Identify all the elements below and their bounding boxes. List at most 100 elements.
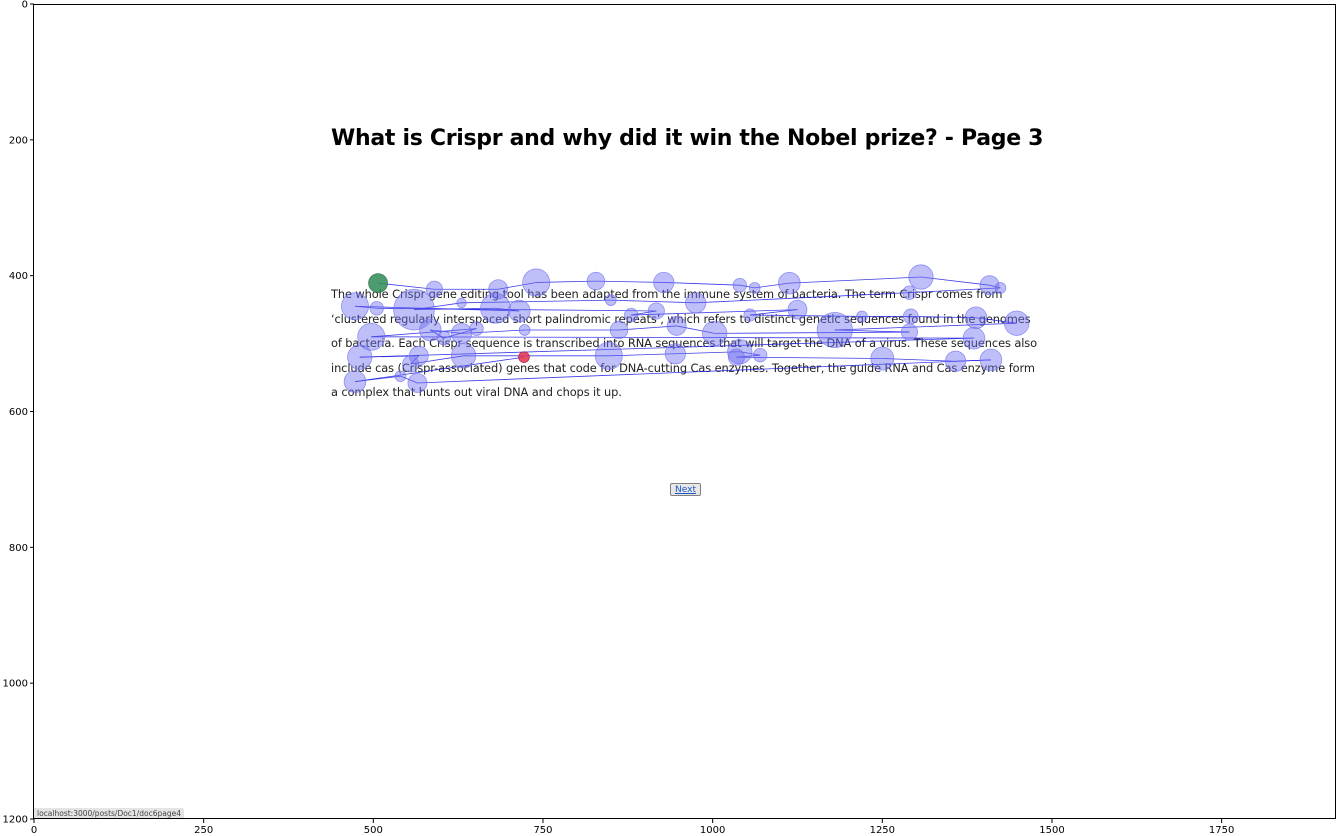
fixation-point	[518, 324, 531, 336]
x-tick-label: 1000	[700, 825, 725, 836]
scanpath-segment	[354, 356, 525, 383]
scanpath-segment	[882, 358, 956, 362]
page-body-text: The whole Crispr gene editing tool has b…	[331, 287, 1037, 399]
fixation-point	[488, 279, 509, 300]
y-tick-label: 0	[22, 0, 28, 11]
fixation-point	[778, 271, 801, 295]
scanpath-segment	[376, 307, 657, 312]
status-bar-url: localhost:3000/posts/Doc1/doc6page4	[34, 808, 184, 819]
fixation-point	[507, 299, 531, 323]
scanpath-segment	[834, 329, 910, 333]
fixation-point	[456, 297, 467, 308]
fixation-point	[450, 343, 477, 369]
y-tick-label: 1200	[3, 815, 28, 826]
scanpath-segment	[695, 292, 910, 304]
x-tick-label: 0	[31, 825, 37, 836]
fixation-point	[743, 308, 757, 322]
scanpath-segment	[736, 356, 883, 359]
fixation-point	[609, 320, 629, 340]
fixation-point	[347, 344, 373, 370]
fixation-point	[816, 311, 853, 349]
page-screenshot: What is Crispr and why did it win the No…	[34, 4, 1337, 819]
y-tick-label: 800	[9, 543, 28, 554]
x-tick-label: 250	[194, 825, 213, 836]
fixation-point	[702, 320, 728, 347]
scanpath-segment	[631, 309, 798, 316]
fixation-point	[605, 294, 617, 306]
scanpath-segment	[371, 336, 974, 339]
fixation-point	[450, 322, 473, 344]
scanpath-segment	[354, 305, 377, 309]
fixation-point	[522, 268, 551, 297]
scanpath-segment	[909, 287, 1001, 294]
fixation-point	[666, 316, 687, 336]
fixation-point	[727, 339, 753, 365]
scanpath-segment	[749, 314, 862, 317]
scanpath-segment	[631, 310, 657, 316]
scanpath-segment	[595, 280, 664, 283]
fixation-point	[469, 321, 484, 336]
scanpath-segment	[789, 276, 922, 284]
start-fixation-point	[368, 273, 388, 294]
fixation-point	[357, 322, 386, 351]
scanpath-segment	[461, 299, 611, 304]
fixation-point	[979, 275, 1000, 296]
fixation-point	[425, 280, 443, 298]
scanpath-segment	[714, 331, 910, 334]
fixation-point	[748, 282, 761, 294]
scanpath-segment	[371, 328, 477, 338]
fixation-point	[341, 292, 369, 321]
fixation-point	[979, 348, 1003, 372]
fixation-point	[900, 323, 918, 341]
fixation-point	[964, 306, 988, 330]
fixation-point	[1004, 310, 1030, 336]
scanpath-segment	[739, 284, 755, 289]
scanpath-segment	[498, 282, 537, 290]
fixation-point	[752, 347, 768, 363]
fixation-point	[343, 370, 367, 393]
fixation-point	[685, 292, 707, 314]
fixation-point	[480, 292, 511, 324]
y-tick-label: 600	[9, 407, 28, 418]
x-tick-label: 1750	[1209, 825, 1234, 836]
fixation-point	[653, 271, 675, 294]
scanpath-segment	[675, 351, 740, 355]
x-tick-label: 1250	[870, 825, 895, 836]
y-tick-label: 400	[9, 271, 28, 282]
fixation-point	[908, 264, 934, 290]
fixation-point	[945, 350, 967, 372]
fixation-point	[586, 271, 606, 291]
y-tick-label: 200	[9, 135, 28, 146]
fixation-point	[664, 343, 686, 365]
scanpath-segment	[536, 280, 596, 283]
fixation-point	[902, 285, 917, 300]
scanpath-segment	[610, 299, 696, 304]
scanpath-segment	[920, 276, 990, 286]
end-fixation-point	[518, 351, 530, 363]
fixation-point	[647, 302, 665, 320]
fixation-point	[369, 301, 384, 316]
fixation-point	[870, 346, 895, 371]
fixation-point	[787, 299, 808, 320]
fixation-point	[962, 326, 986, 350]
fixation-point	[732, 277, 747, 293]
scanpath-segment	[975, 317, 1017, 324]
scanpath-segment	[834, 322, 1017, 331]
fixation-point	[393, 288, 435, 331]
scanpath-segment	[749, 309, 798, 316]
fixation-point	[436, 330, 452, 346]
fixation-point	[624, 307, 639, 323]
fixation-point	[727, 348, 745, 366]
fixation-point	[594, 341, 623, 370]
fixation-point	[402, 355, 420, 373]
page-title: What is Crispr and why did it win the No…	[331, 126, 1044, 151]
scanpath-segment	[410, 355, 464, 365]
next-button[interactable]: Next	[670, 483, 701, 496]
x-tick-label: 500	[364, 825, 383, 836]
y-tick-label: 1000	[3, 679, 28, 690]
scanpath-segment	[676, 325, 715, 334]
fixation-point	[419, 318, 442, 342]
fixation-point	[407, 373, 428, 393]
